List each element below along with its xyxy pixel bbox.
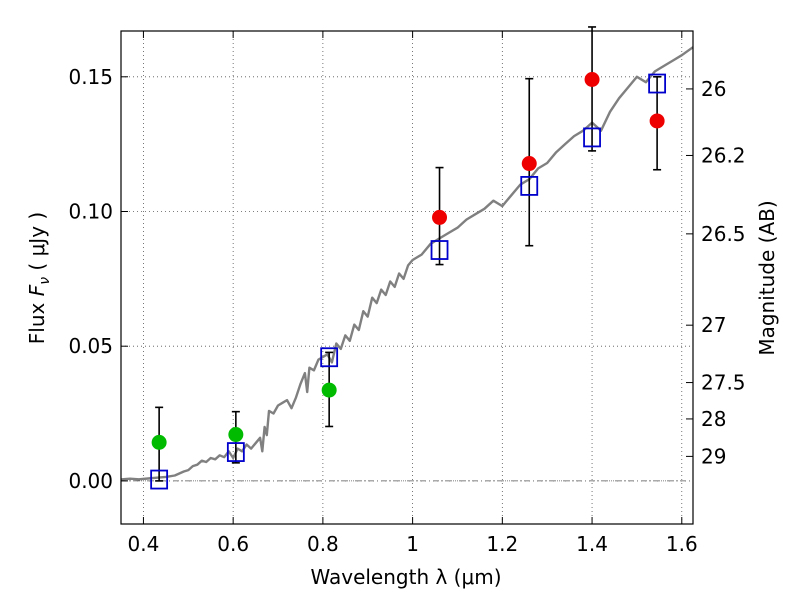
observed-flux-point [321, 382, 337, 398]
x-tick-label: 1.6 [666, 532, 698, 556]
magnitude-tick-label: 29 [701, 444, 726, 468]
magnitude-tick-label: 27.5 [701, 371, 746, 395]
x-tick-label: 1.2 [486, 532, 518, 556]
plot-frame [120, 30, 694, 525]
x-axis-label: Wavelength λ (μm) [310, 565, 501, 589]
y-axis-label-unit: ( μJy ) [25, 212, 49, 277]
x-tick-label: 1.4 [576, 532, 608, 556]
spectrum-series [120, 46, 694, 481]
magnitude-tick-label: 26.5 [701, 222, 746, 246]
model-photometry-square [226, 442, 245, 462]
y-tick-label: 0.05 [68, 334, 113, 358]
y-tick-label: 0.00 [68, 469, 113, 493]
axis-ticks: 0.4 0.6 0.8 1 1.2 1.4 1.6 0.00 0.05 0.10 0.15 26 26.… [68, 31, 746, 556]
observed-flux-point [649, 113, 665, 129]
model-photometry-square [583, 127, 601, 148]
magnitude-tick-label: 27 [701, 313, 726, 337]
x-tick-label: 0.6 [217, 532, 249, 556]
y-axis-label-symbol: F [25, 284, 49, 296]
x-tick-label: 1 [406, 532, 419, 556]
error-bars [155, 26, 662, 482]
model-photometry-square [648, 73, 667, 94]
markers [150, 71, 667, 490]
y-axis-label: Flux Fν ( μJy ) [25, 212, 53, 344]
y-axis-label-prefix: Flux [25, 296, 49, 344]
magnitude-axis-label: Magnitude (AB) [755, 200, 779, 355]
x-tick-label: 0.4 [128, 532, 160, 556]
observed-flux-point [151, 434, 167, 450]
magnitude-tick-label: 26 [701, 77, 726, 101]
magnitude-tick-label: 28 [701, 407, 726, 431]
y-tick-label: 0.10 [68, 199, 113, 223]
observed-flux-point [432, 209, 448, 225]
model-photometry-square [150, 469, 169, 490]
y-axis-label-subscript: ν [37, 277, 53, 285]
model-photometry-square [430, 240, 449, 260]
grid [121, 31, 693, 524]
x-tick-label: 0.8 [307, 532, 339, 556]
y-tick-label: 0.15 [68, 65, 113, 89]
spectrum-line [120, 46, 694, 481]
model-photometry-square [320, 347, 339, 368]
observed-flux-point [521, 156, 537, 172]
observed-flux-point [228, 427, 244, 443]
magnitude-tick-label: 26.2 [701, 143, 746, 167]
model-photometry-square [520, 176, 539, 196]
observed-flux-point [584, 71, 600, 87]
